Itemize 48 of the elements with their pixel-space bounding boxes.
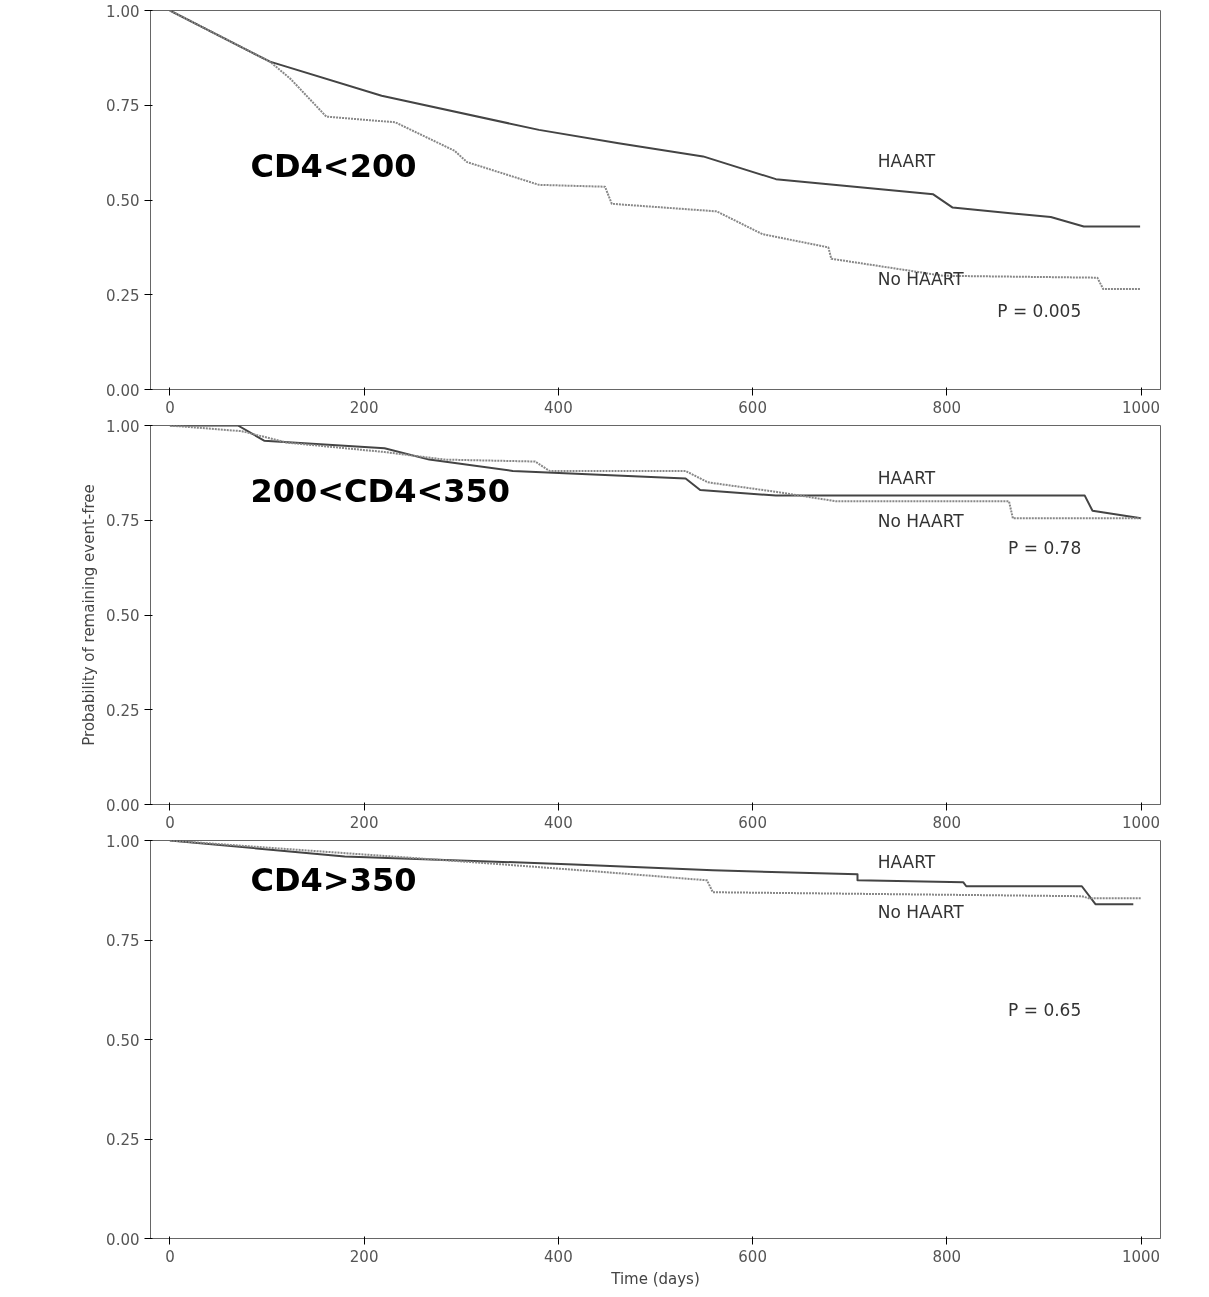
line-series bbox=[168, 10, 1142, 291]
x-tick-label: 800 bbox=[932, 398, 962, 417]
x-tick-label: 600 bbox=[738, 398, 767, 417]
x-tick-label: 200 bbox=[349, 398, 379, 417]
y-tick-label: 0.75 bbox=[106, 97, 140, 116]
x-tick-label: 400 bbox=[544, 813, 573, 832]
x-tick-label: 600 bbox=[738, 813, 767, 832]
x-tick-label: 0 bbox=[165, 813, 175, 832]
x-tick-label: 400 bbox=[544, 1247, 573, 1266]
y-tick-label: 0.00 bbox=[106, 1230, 140, 1249]
series-label: No HAART bbox=[877, 268, 965, 289]
y-tick-label: 0.50 bbox=[106, 192, 140, 210]
y-tick-label: 0.00 bbox=[106, 796, 140, 815]
series-label: HAART bbox=[877, 852, 936, 873]
x-tick-label: 200 bbox=[349, 1247, 379, 1266]
y-tick-label: 0.25 bbox=[106, 286, 140, 305]
x-tick-label: 800 bbox=[932, 1247, 962, 1266]
annotation: P = 0.005 bbox=[997, 301, 1082, 322]
text: 200<CD4<350 bbox=[250, 471, 511, 510]
y-tick-label: 1.00 bbox=[106, 2, 140, 21]
x-tick-label: 800 bbox=[932, 813, 962, 832]
series-label: HAART bbox=[877, 151, 936, 172]
text: CD4<200 bbox=[250, 146, 417, 185]
series-label: No HAART bbox=[877, 511, 965, 532]
x-tick-label: 200 bbox=[349, 813, 379, 832]
y-tick-label: 0.25 bbox=[106, 1131, 140, 1149]
x-tick-label: 1000 bbox=[1121, 398, 1161, 417]
y-tick-label: 0.50 bbox=[106, 1031, 140, 1050]
y-tick-label: 0.50 bbox=[106, 607, 140, 625]
y-tick-label: 0.00 bbox=[106, 381, 140, 400]
y-tick-label: 0.25 bbox=[106, 701, 140, 720]
series-label: No HAART bbox=[877, 902, 965, 923]
x-tick-label: 400 bbox=[544, 398, 573, 417]
x-tick-label: 0 bbox=[165, 1247, 175, 1266]
y-tick-label: 0.75 bbox=[106, 512, 140, 531]
x-axis-title: Time (days) bbox=[610, 1269, 700, 1288]
x-tick-label: 600 bbox=[738, 1247, 767, 1266]
series-label: HAART bbox=[877, 467, 936, 488]
text: CD4>350 bbox=[250, 860, 417, 899]
y-tick-label: 1.00 bbox=[106, 417, 140, 436]
annotation: P = 0.78 bbox=[1008, 538, 1082, 559]
x-tick-label: 1000 bbox=[1121, 1247, 1161, 1266]
y-axis-title: Probability of remaining event-free bbox=[80, 484, 99, 746]
x-tick-label: 1000 bbox=[1121, 813, 1161, 832]
x-tick-label: 0 bbox=[165, 398, 175, 417]
annotation: P = 0.65 bbox=[1008, 999, 1082, 1020]
y-tick-label: 1.00 bbox=[106, 832, 140, 851]
y-tick-label: 0.75 bbox=[106, 932, 140, 950]
